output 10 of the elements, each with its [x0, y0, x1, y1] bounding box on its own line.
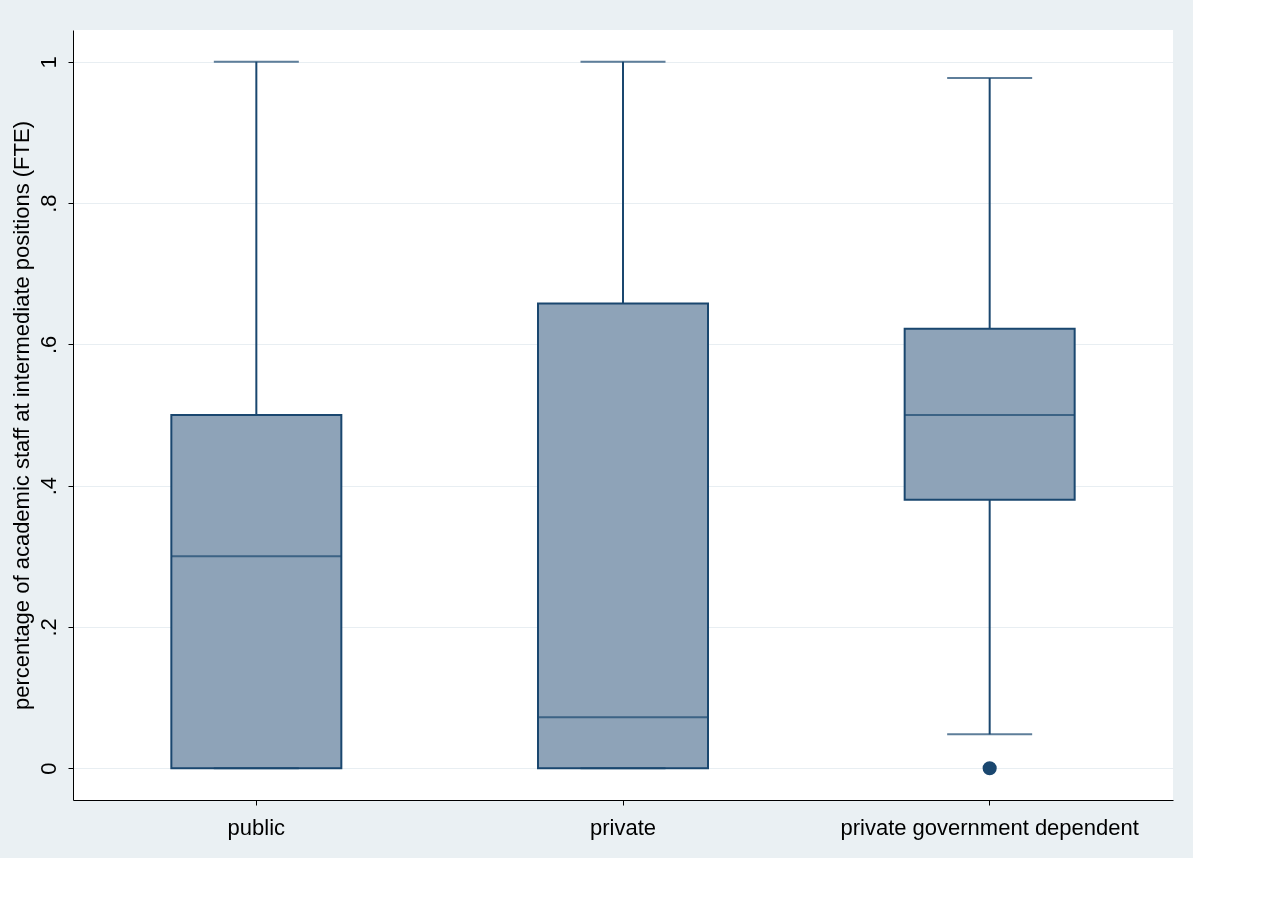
- y-tick-label: 1: [35, 56, 61, 69]
- x-tick-label: public: [227, 814, 286, 840]
- y-tick-label: .2: [35, 618, 61, 637]
- y-tick-label: .4: [35, 476, 61, 496]
- y-tick-label: 0: [35, 762, 61, 775]
- y-tick-label: .8: [35, 194, 61, 213]
- y-axis-title: percentage of academic staff at intermediate positions (FTE): [8, 121, 34, 710]
- y-tick-label: .6: [35, 335, 61, 355]
- x-tick-label: private government dependent: [840, 814, 1139, 840]
- x-tick-label: private: [589, 814, 657, 840]
